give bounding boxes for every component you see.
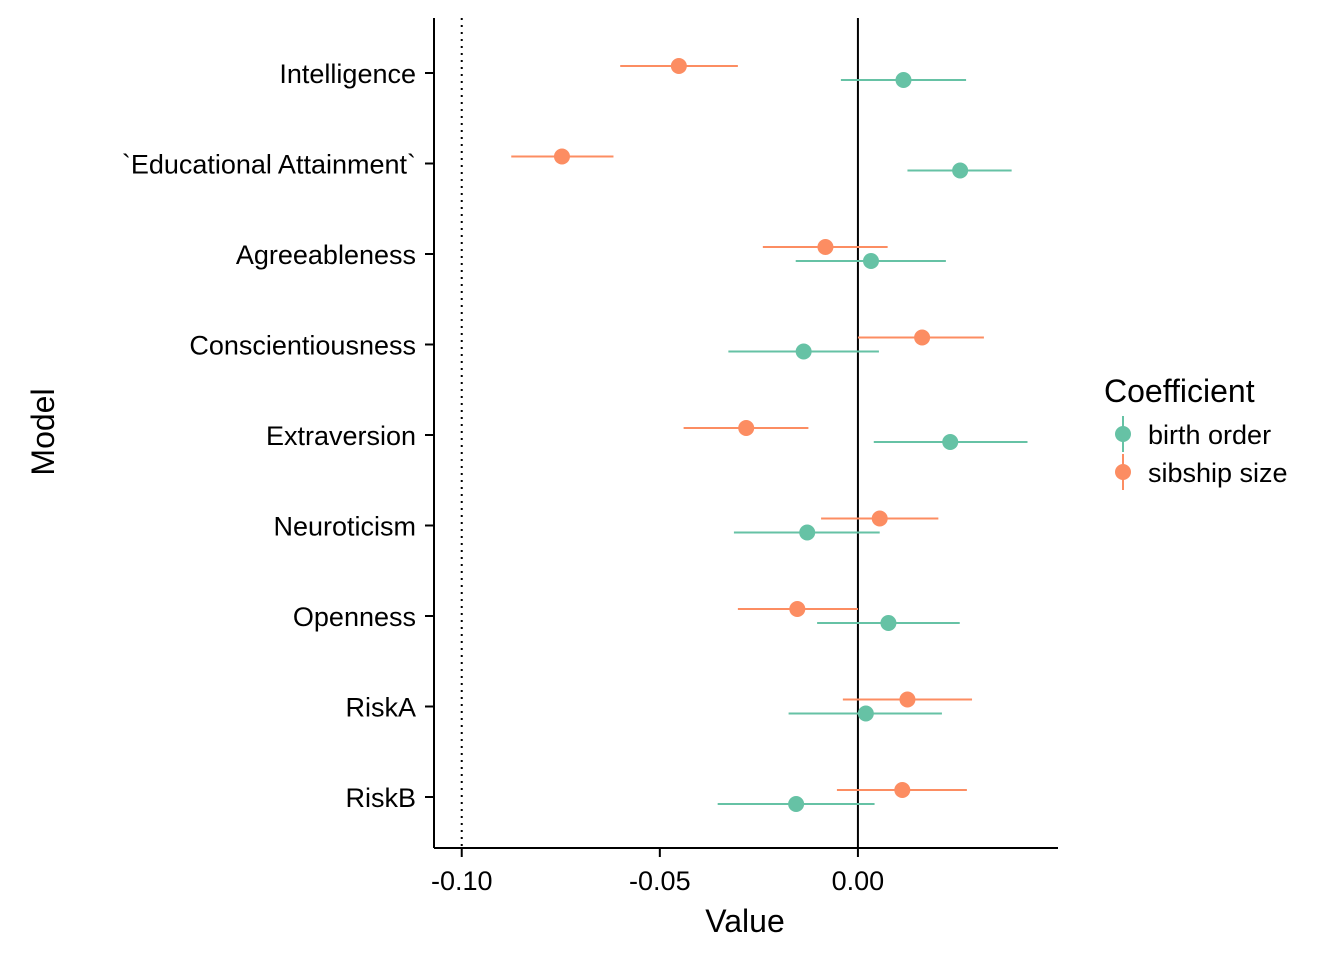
y-tick-label: RiskB — [345, 783, 416, 813]
point-estimate — [799, 524, 816, 541]
y-tick-label: Neuroticism — [273, 512, 416, 542]
point-estimate — [880, 615, 897, 631]
y-axis-title: Model — [25, 388, 61, 475]
legend-label: birth order — [1148, 420, 1271, 450]
point-estimate — [789, 601, 806, 617]
point-estimate — [738, 420, 755, 436]
x-tick-label: -0.05 — [629, 866, 691, 896]
point-estimate — [817, 239, 834, 255]
legend: Coefficient birth order sibship size — [1104, 373, 1288, 490]
point-estimate — [895, 72, 912, 88]
point-estimate — [795, 343, 812, 360]
point-estimate — [871, 510, 888, 527]
point-estimate — [857, 705, 874, 722]
point-estimate — [553, 148, 570, 165]
reference-lines — [460, 18, 859, 848]
point-estimate — [788, 796, 805, 812]
y-tick-label: Conscientiousness — [189, 331, 416, 361]
point-estimate — [670, 58, 687, 74]
legend-label: sibship size — [1148, 458, 1288, 488]
series-layer — [511, 58, 1028, 812]
y-tick-label: Intelligence — [279, 59, 416, 89]
plot-area: Intelligence `Educational Attainment` Agre… — [122, 18, 1058, 896]
legend-key-point — [1115, 426, 1131, 442]
y-tick-label: Extraversion — [266, 421, 416, 451]
y-tick-label: `Educational Attainment` — [122, 150, 416, 180]
point-estimate — [942, 434, 959, 450]
x-tick-label: -0.10 — [431, 866, 493, 896]
point-estimate — [914, 329, 931, 346]
legend-key-point — [1115, 464, 1131, 480]
point-estimate — [952, 162, 969, 179]
series-sibship-size — [511, 58, 984, 798]
legend-keys: birth order sibship size — [1115, 416, 1288, 490]
y-tick-label: Openness — [293, 602, 416, 632]
point-estimate — [894, 782, 911, 798]
y-tick-label: RiskA — [345, 693, 416, 723]
point-estimate — [862, 253, 879, 269]
x-tick-label: 0.00 — [832, 866, 885, 896]
y-tick-label: Agreeableness — [236, 240, 416, 270]
point-estimate — [899, 691, 916, 708]
legend-title: Coefficient — [1104, 373, 1255, 409]
series-birth-order — [717, 72, 1028, 812]
x-axis-title: Value — [705, 903, 784, 939]
y-axis-ticks: Intelligence `Educational Attainment` Agre… — [122, 59, 434, 813]
x-axis-ticks: -0.10 -0.05 0.00 — [431, 848, 884, 896]
legend-item: sibship size — [1115, 454, 1288, 490]
legend-item: birth order — [1115, 416, 1271, 452]
